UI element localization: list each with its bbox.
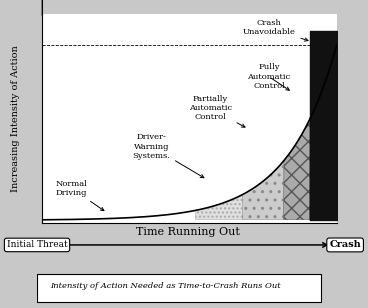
Polygon shape: [243, 161, 284, 220]
Text: Increasing Intensity of Action: Increasing Intensity of Action: [11, 45, 20, 192]
Text: Driver-
Warning
Systems.: Driver- Warning Systems.: [132, 133, 204, 178]
Polygon shape: [195, 195, 243, 220]
Text: Intensity of Action Needed as Time-to-Crash Runs Out: Intensity of Action Needed as Time-to-Cr…: [50, 282, 280, 290]
Text: Initial Threat: Initial Threat: [7, 241, 67, 249]
Polygon shape: [284, 118, 310, 220]
Text: Crash: Crash: [329, 241, 361, 249]
Polygon shape: [42, 210, 195, 220]
Text: Crash
Unavoidable: Crash Unavoidable: [243, 19, 308, 41]
Text: Fully
Automatic
Control: Fully Automatic Control: [247, 63, 291, 90]
Text: Partially
Automatic
Control: Partially Automatic Control: [188, 95, 245, 127]
Bar: [37, 274, 321, 302]
Text: Time Running Out: Time Running Out: [136, 227, 240, 237]
Text: Normal
Driving: Normal Driving: [56, 180, 104, 211]
Polygon shape: [310, 45, 337, 220]
